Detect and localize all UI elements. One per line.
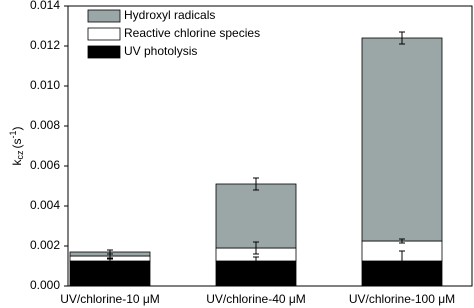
error-bar [107, 258, 113, 264]
error-bar [253, 256, 259, 266]
y-tick-label: 0.008 [30, 118, 60, 132]
error-bar [253, 241, 259, 255]
error-bar [399, 250, 405, 272]
legend-swatch [87, 27, 121, 41]
error-bar [399, 238, 405, 244]
x-tick-label: UV/chlorine-40 μM [206, 292, 306, 306]
y-tick-label: 0.004 [30, 198, 60, 212]
y-label-unit: (s [10, 139, 24, 149]
error-bar [253, 177, 259, 191]
y-tick-label: 0.010 [30, 78, 60, 92]
bar-segment [361, 37, 443, 242]
y-tick-label: 0.014 [30, 0, 60, 12]
x-tick-label: UV/chlorine-10 μM [60, 292, 160, 306]
legend-swatch [87, 9, 121, 23]
legend-label: Reactive chlorine species [124, 26, 260, 40]
y-label-base: k [10, 159, 24, 166]
y-label-sub: cz [15, 150, 25, 160]
error-bar [399, 31, 405, 45]
legend-label: Hydroxyl radicals [124, 8, 215, 22]
error-bar [107, 249, 113, 255]
legend-label: UV photolysis [124, 44, 197, 58]
x-tick-label: UV/chlorine-100 μM [349, 292, 455, 306]
y-label-sup: -1 [8, 130, 18, 138]
plot-frame [67, 5, 473, 287]
y-label-close: ) [10, 126, 24, 130]
y-tick-label: 0.002 [30, 238, 60, 252]
y-axis-label: kcz(s-1) [8, 126, 25, 165]
bar-segment [69, 260, 151, 287]
y-tick-label: 0.012 [30, 38, 60, 52]
y-tick-label: 0.006 [30, 158, 60, 172]
y-tick-label: 0.000 [30, 278, 60, 292]
bar-segment [215, 183, 297, 249]
legend-swatch [87, 45, 121, 59]
